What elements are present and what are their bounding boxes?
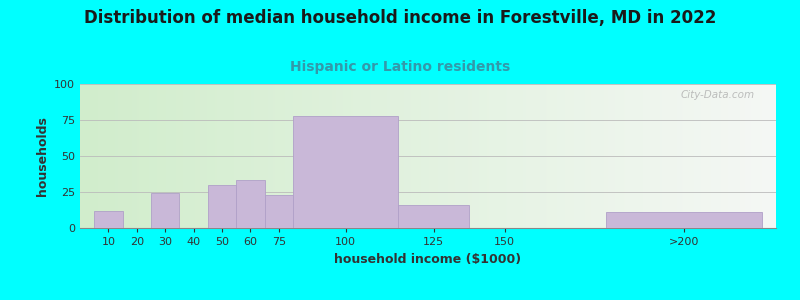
Y-axis label: households: households [35,116,49,196]
Bar [236,181,265,228]
Bar [398,205,469,228]
Text: Distribution of median household income in Forestville, MD in 2022: Distribution of median household income … [84,9,716,27]
Bar [208,185,236,228]
Text: Hispanic or Latino residents: Hispanic or Latino residents [290,60,510,74]
Bar [94,211,122,228]
Bar [151,194,179,228]
Bar [606,212,762,228]
Text: City-Data.com: City-Data.com [681,90,755,100]
Bar [293,116,398,228]
X-axis label: household income ($1000): household income ($1000) [334,253,522,266]
Bar [265,195,293,228]
